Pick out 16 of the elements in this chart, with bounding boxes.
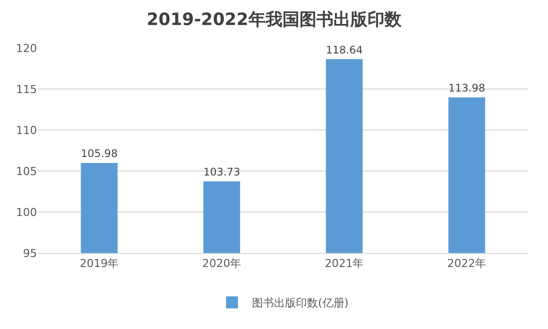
chart-title: 2019-2022年我国图书出版印数 bbox=[146, 10, 402, 30]
y-tick-label: 95 bbox=[23, 246, 37, 260]
data-label: 118.64 bbox=[326, 44, 363, 56]
data-label: 113.98 bbox=[448, 82, 486, 94]
data-label: 103.73 bbox=[203, 166, 240, 179]
legend-label: 图书出版印数(亿册) bbox=[252, 296, 349, 310]
data-label: 105.98 bbox=[80, 148, 118, 160]
x-tick-label: 2020年 bbox=[202, 257, 242, 270]
x-tick-label: 2019年 bbox=[80, 257, 119, 270]
y-tick-label: 115 bbox=[16, 82, 37, 96]
y-tick-label: 120 bbox=[16, 42, 37, 55]
x-tick-label: 2022年 bbox=[447, 257, 486, 270]
x-tick-label: 2021年 bbox=[324, 257, 364, 270]
y-tick-label: 110 bbox=[16, 124, 37, 137]
y-tick-label: 100 bbox=[16, 206, 37, 219]
y-tick-label: 105 bbox=[16, 164, 37, 178]
